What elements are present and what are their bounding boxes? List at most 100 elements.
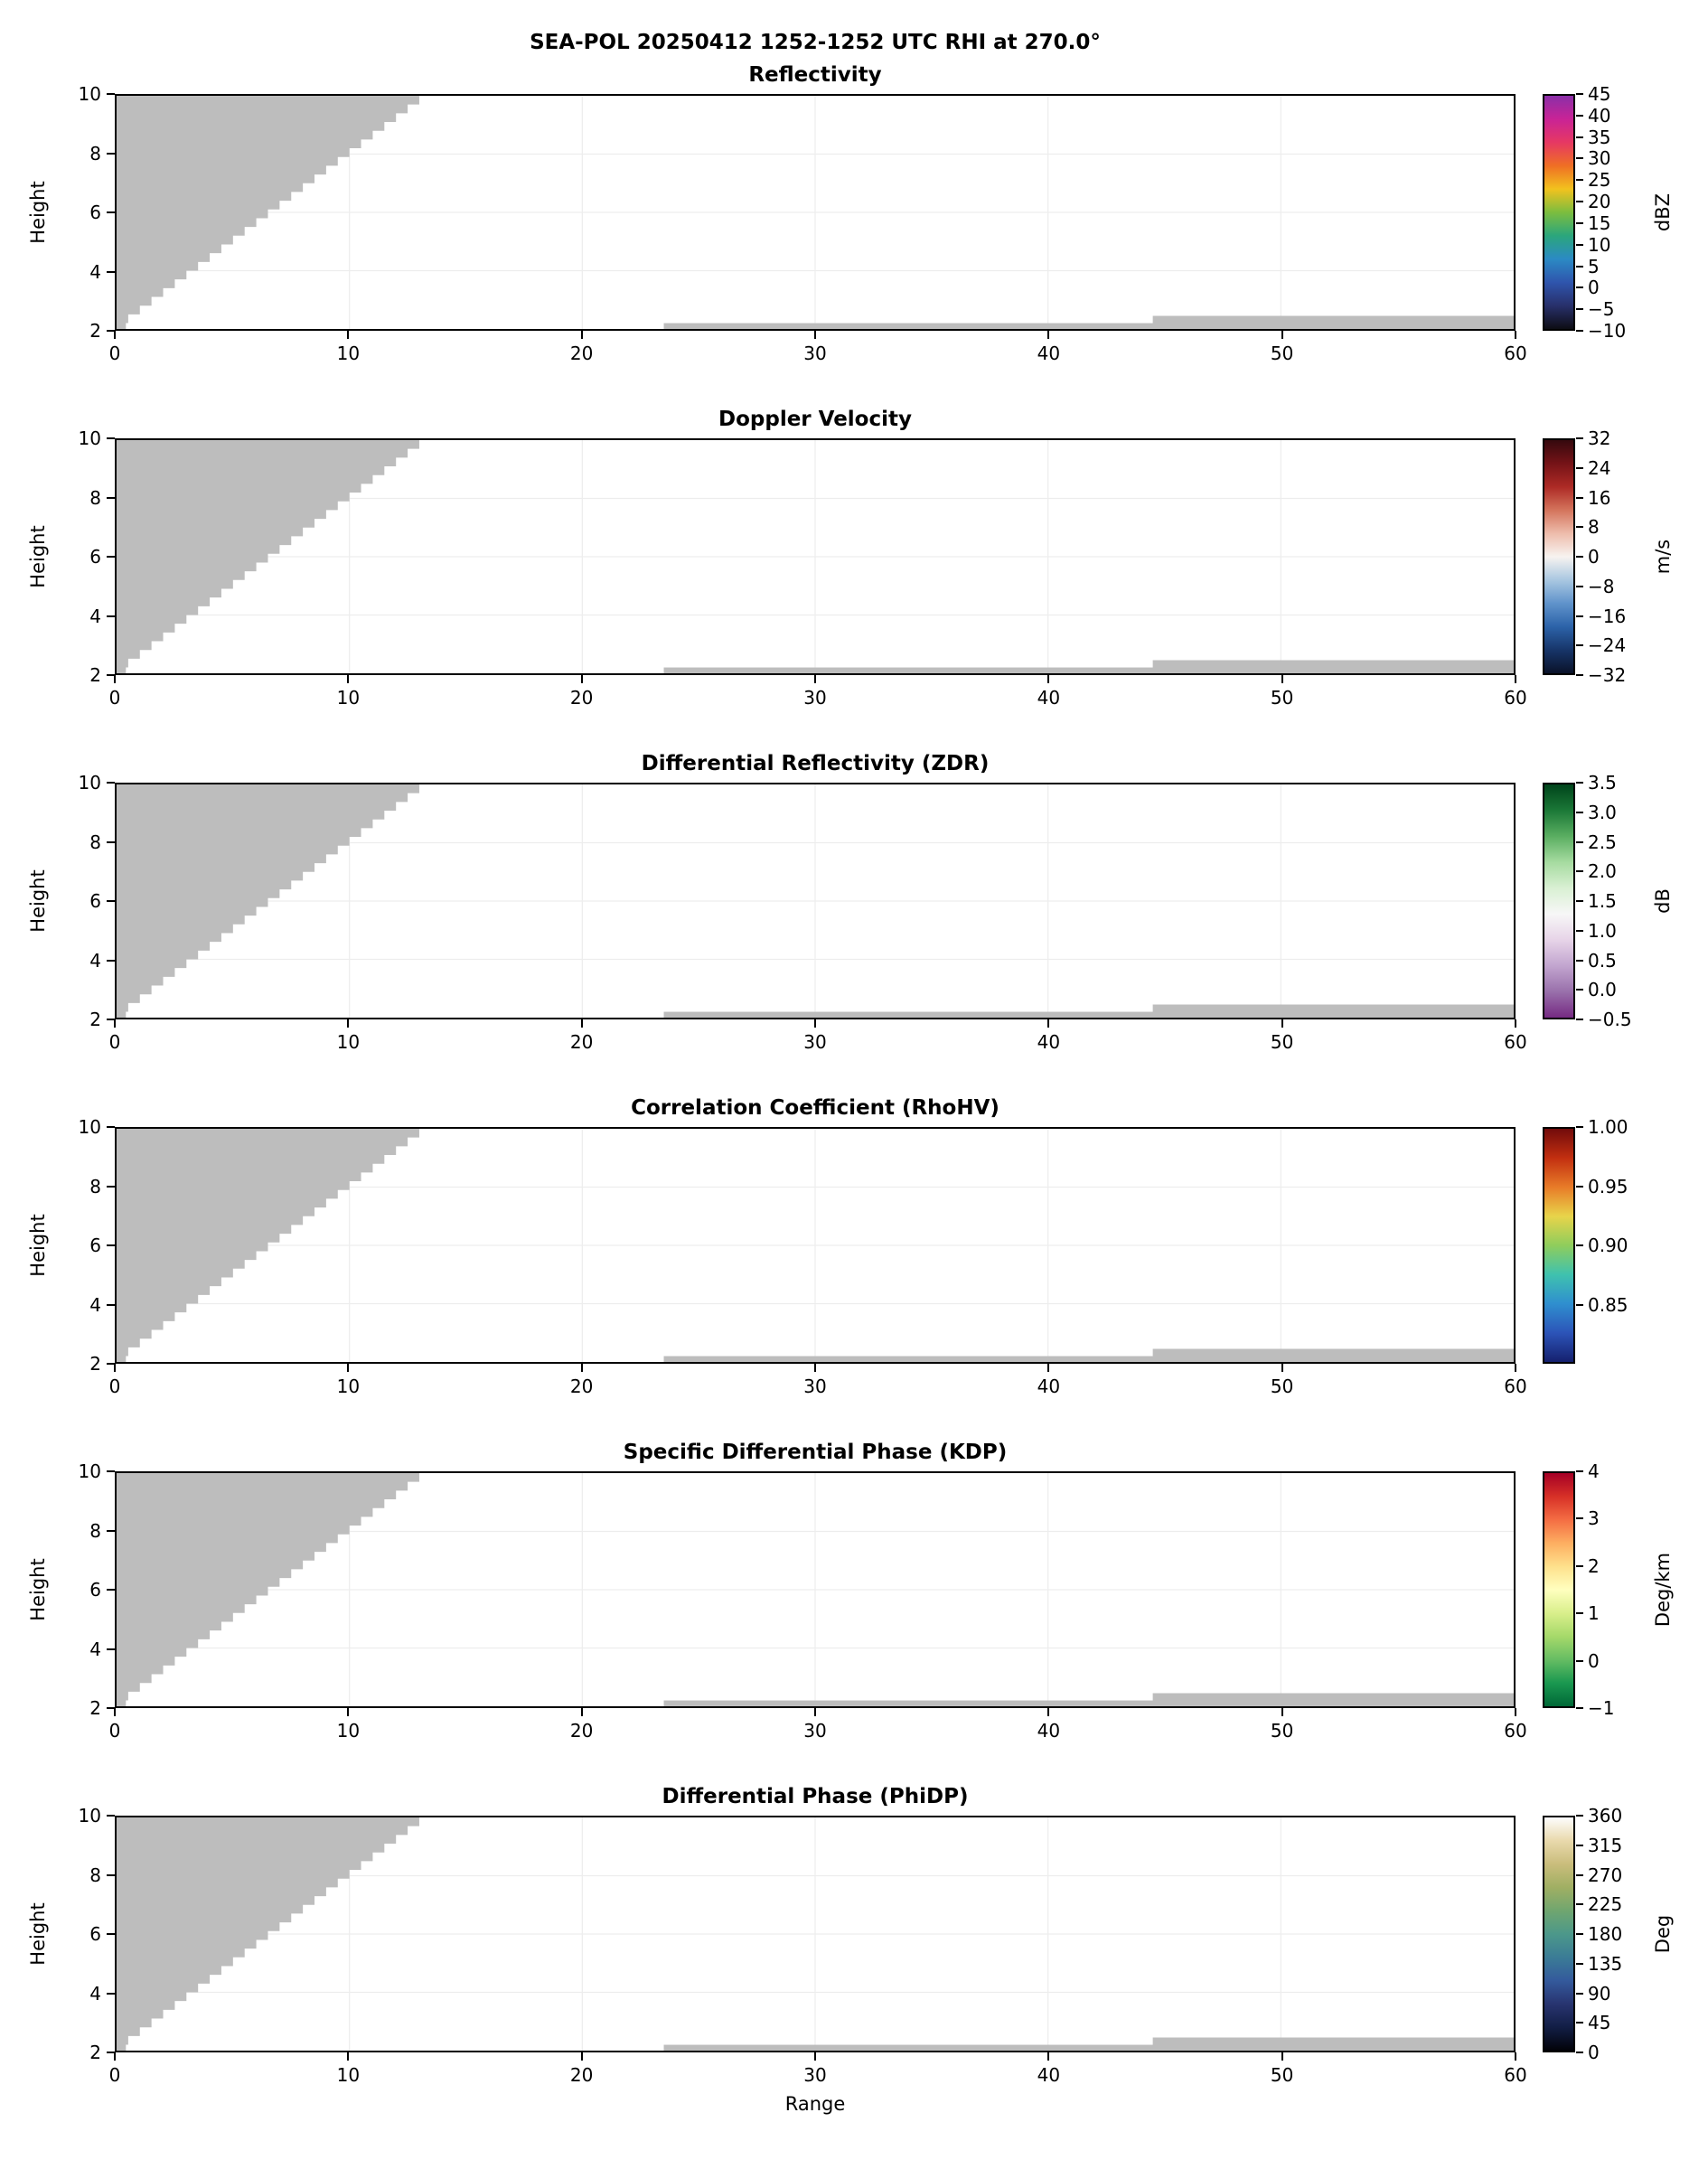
y-tick-mark xyxy=(107,1933,115,1935)
colorbar-tick-mark xyxy=(1576,1873,1583,1876)
y-tick-label: 8 xyxy=(89,1175,101,1197)
x-tick-label: 60 xyxy=(1504,1720,1527,1742)
colorbar-tick-mark xyxy=(1576,201,1583,203)
x-tick-mark xyxy=(1047,675,1050,683)
colorbar-tick-label: −10 xyxy=(1588,320,1627,342)
x-tick-mark xyxy=(580,1708,583,1716)
x-tick-mark xyxy=(1515,1019,1516,1028)
colorbar-tick-label: 0 xyxy=(1588,2042,1600,2063)
colorbar-tick-mark xyxy=(1576,1019,1583,1020)
no-data-strip xyxy=(663,2044,1514,2051)
x-tick-mark xyxy=(347,1019,350,1028)
y-tick-mark xyxy=(107,437,115,439)
y-tick-label: 2 xyxy=(89,1697,101,1719)
colorbar xyxy=(1543,438,1575,675)
colorbar-tick-mark xyxy=(1576,1612,1583,1615)
y-tick-mark xyxy=(107,211,115,213)
colorbar-tick-label: 180 xyxy=(1588,1923,1623,1945)
colorbar-tick-mark xyxy=(1576,840,1583,843)
y-tick-label: 6 xyxy=(89,1579,101,1601)
no-data-strip xyxy=(663,1011,1514,1018)
colorbar-tick-mark xyxy=(1576,265,1583,268)
y-axis-label: Height xyxy=(27,1214,49,1277)
no-data-strip xyxy=(1152,1693,1514,1706)
colorbar-tick-mark xyxy=(1576,2052,1583,2053)
colorbar-unit-label: m/s xyxy=(1652,539,1674,575)
colorbar-tick-label: 0 xyxy=(1588,1649,1600,1672)
y-tick-label: 4 xyxy=(89,260,101,283)
colorbar-tick-mark xyxy=(1576,2022,1583,2024)
colorbar-tick-label: 32 xyxy=(1588,427,1611,449)
panel-title: Correlation Coefficient (RhoHV) xyxy=(631,1096,999,1120)
x-tick-mark xyxy=(814,675,816,683)
x-tick-mark xyxy=(1047,1364,1050,1372)
colorbar-tick-label: 25 xyxy=(1588,169,1611,192)
x-tick-mark xyxy=(814,1708,816,1716)
x-tick-mark xyxy=(114,675,116,683)
colorbar-tick-label: 40 xyxy=(1588,104,1611,127)
no-data-strip xyxy=(663,1356,1514,1362)
x-tick-mark xyxy=(1047,1708,1050,1716)
x-tick-label: 60 xyxy=(1504,1376,1527,1397)
x-tick-mark xyxy=(114,331,116,339)
x-tick-mark xyxy=(1047,331,1050,339)
y-tick-mark xyxy=(107,556,115,558)
x-tick-label: 40 xyxy=(1037,1720,1061,1742)
y-tick-label: 6 xyxy=(89,1923,101,1945)
x-tick-label: 10 xyxy=(336,1376,361,1397)
colorbar-tick-label: 45 xyxy=(1588,2012,1611,2034)
colorbar-tick-mark xyxy=(1576,308,1583,311)
x-tick-mark xyxy=(580,675,583,683)
x-tick-label: 10 xyxy=(336,687,361,709)
x-tick-mark xyxy=(580,2052,583,2061)
x-tick-mark xyxy=(580,1364,583,1372)
colorbar xyxy=(1543,783,1575,1019)
x-tick-label: 60 xyxy=(1504,1031,1527,1053)
x-tick-mark xyxy=(114,2052,116,2061)
y-tick-mark xyxy=(107,1470,115,1472)
x-tick-mark xyxy=(814,2052,816,2061)
colorbar-tick-label: 0 xyxy=(1588,277,1600,299)
y-tick-mark xyxy=(107,1303,115,1306)
colorbar-tick-mark xyxy=(1576,1933,1583,1935)
plot-canvas xyxy=(117,1817,1514,2051)
colorbar-tick-mark xyxy=(1576,1659,1583,1662)
colorbar-tick-label: 3 xyxy=(1588,1507,1600,1530)
colorbar-tick-mark xyxy=(1576,1962,1583,1965)
colorbar-tick-mark xyxy=(1576,179,1583,182)
y-tick-mark xyxy=(107,1992,115,1995)
colorbar-tick-label: 45 xyxy=(1588,83,1611,105)
x-tick-label: 50 xyxy=(1270,1376,1294,1397)
plot-area xyxy=(115,783,1516,1019)
y-tick-label: 4 xyxy=(89,949,101,972)
x-tick-label: 50 xyxy=(1270,687,1294,709)
no-data-strip xyxy=(117,646,127,673)
colorbar-tick-mark xyxy=(1576,136,1583,138)
x-tick-label: 20 xyxy=(569,1031,594,1053)
colorbar-tick-mark xyxy=(1576,615,1583,617)
x-tick-mark xyxy=(347,2052,350,2061)
plot-area xyxy=(115,1127,1516,1364)
colorbar-tick-label: 3.5 xyxy=(1588,772,1617,793)
x-tick-mark xyxy=(580,331,583,339)
colorbar-tick-mark xyxy=(1576,1126,1583,1128)
no-data-strip xyxy=(1152,315,1514,329)
x-tick-mark xyxy=(114,1364,116,1372)
colorbar-tick-mark xyxy=(1576,1303,1583,1306)
colorbar-tick-label: 2.5 xyxy=(1588,831,1617,853)
x-tick-mark xyxy=(1281,1019,1283,1028)
x-tick-label: 0 xyxy=(108,2064,121,2086)
y-axis-label: Height xyxy=(27,525,49,588)
colorbar-tick-mark xyxy=(1576,1564,1583,1567)
no-data-wedge xyxy=(117,784,419,1012)
y-tick-mark xyxy=(107,496,115,499)
y-tick-mark xyxy=(107,1019,115,1020)
no-data-wedge xyxy=(117,96,419,324)
x-tick-mark xyxy=(114,1708,116,1716)
x-tick-mark xyxy=(1515,1708,1516,1716)
colorbar-tick-mark xyxy=(1576,556,1583,558)
colorbar-tick-mark xyxy=(1576,466,1583,469)
x-tick-mark xyxy=(114,1019,116,1028)
y-tick-mark xyxy=(107,1648,115,1650)
colorbar-tick-label: −1 xyxy=(1588,1697,1615,1719)
